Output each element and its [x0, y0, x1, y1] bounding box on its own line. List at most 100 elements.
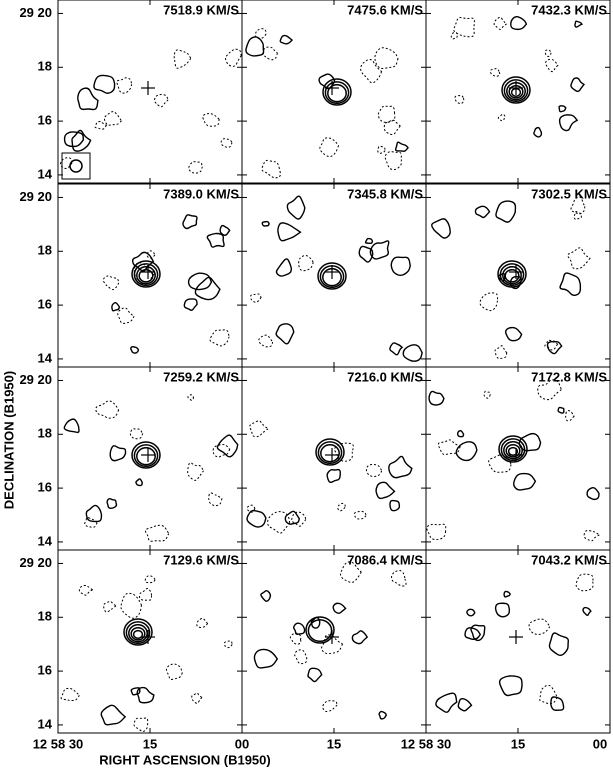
contour: [474, 205, 491, 219]
contour: [402, 344, 423, 362]
contours: [102, 214, 231, 354]
negative-contour: [116, 77, 133, 94]
negative-contour: [384, 151, 402, 171]
y-tick-label: 29 20: [19, 5, 52, 20]
contour: [293, 622, 306, 635]
contour: [389, 499, 401, 512]
negative-contour: [138, 587, 153, 601]
y-tick-label: 29 20: [19, 555, 52, 570]
negative-contour: [353, 510, 367, 520]
source-contour: [317, 262, 347, 290]
negative-contour: [103, 600, 117, 613]
contour: [466, 608, 476, 617]
contour: [351, 630, 369, 645]
negative-contour: [575, 573, 594, 592]
negative-contour: [133, 717, 149, 732]
x-axis-label: RIGHT ASCENSION (B1950): [99, 752, 270, 767]
negative-contour: [103, 111, 123, 126]
contour: [135, 478, 144, 487]
contour: [364, 237, 374, 245]
negative-contour: [319, 137, 340, 158]
contour: [111, 302, 121, 312]
contours: [253, 561, 407, 720]
source-contour: [138, 268, 154, 283]
negative-contour: [528, 618, 551, 635]
source-contour: [498, 435, 528, 463]
negative-contour: [493, 16, 508, 30]
contour: [130, 345, 140, 354]
source-contour: [327, 84, 347, 103]
panel: 7432.3 KM/S: [425, 0, 611, 184]
contour: [109, 445, 127, 462]
source-contour: [322, 78, 352, 106]
contours: [63, 394, 239, 542]
source-contour: [130, 626, 146, 641]
negative-contour: [337, 502, 346, 512]
negative-contour: [208, 492, 223, 507]
negative-contour: [340, 561, 362, 583]
negative-contour: [583, 529, 601, 542]
negative-contour: [120, 592, 142, 619]
contour: [63, 131, 85, 148]
negative-contour: [479, 292, 499, 312]
contour: [279, 34, 294, 45]
contour: [77, 87, 99, 111]
beam-box: [61, 152, 91, 180]
negative-contour: [483, 390, 491, 399]
panel-label: 7086.4 KM/S: [347, 552, 423, 567]
panel-frame: [241, 0, 427, 184]
panel: 7172.8 KM/S: [425, 366, 611, 551]
source-contour: [131, 441, 161, 469]
contours: [246, 420, 413, 534]
negative-contour: [544, 339, 559, 351]
negative-contour: [539, 684, 558, 705]
panel-label: 7518.9 KM/S: [163, 2, 239, 17]
negative-contour: [262, 46, 278, 61]
contour: [93, 74, 116, 94]
panel-label: 7302.5 KM/S: [531, 186, 607, 201]
x-tick-label: 15: [143, 736, 157, 751]
source-contour: [503, 79, 529, 103]
negative-contour: [450, 32, 458, 40]
y-axis-label: DECLINATION (B1950): [1, 371, 16, 509]
x-tick-label: 00: [235, 736, 249, 751]
contour: [206, 232, 225, 248]
negative-contour: [258, 334, 274, 348]
source-contour: [133, 263, 159, 287]
negative-contour: [261, 159, 281, 179]
negative-contour: [374, 47, 399, 70]
contour: [550, 696, 565, 711]
contour: [369, 240, 390, 260]
negative-contour: [117, 307, 135, 324]
contour: [275, 323, 295, 345]
negative-contour: [165, 663, 183, 680]
negative-contour: [377, 145, 386, 154]
contour: [503, 590, 511, 598]
panel-label: 7259.2 KM/S: [163, 369, 239, 384]
negative-contour: [289, 632, 302, 645]
y-tick-label: 14: [38, 166, 53, 181]
source-contour: [505, 443, 521, 458]
negative-contour: [94, 121, 108, 130]
contour: [559, 272, 582, 296]
negative-contour: [146, 250, 156, 259]
contour: [106, 497, 118, 509]
panel: 7086.4 KM/S: [241, 549, 427, 734]
contour: [216, 434, 239, 458]
contour: [332, 602, 347, 614]
contour: [183, 298, 198, 311]
panel: 7475.6 KM/S: [241, 0, 427, 184]
contour: [130, 687, 141, 696]
source-contour: [133, 444, 159, 468]
contour: [570, 77, 586, 93]
negative-contour: [129, 428, 144, 440]
contours: [60, 575, 233, 732]
panel-label: 7043.2 KM/S: [531, 552, 607, 567]
panel-frame: [57, 0, 243, 184]
contour: [548, 632, 570, 657]
contour: [546, 340, 563, 355]
negative-contour: [188, 161, 203, 174]
contour: [71, 129, 92, 152]
negative-contour: [391, 570, 407, 587]
source-contour: [504, 268, 520, 283]
